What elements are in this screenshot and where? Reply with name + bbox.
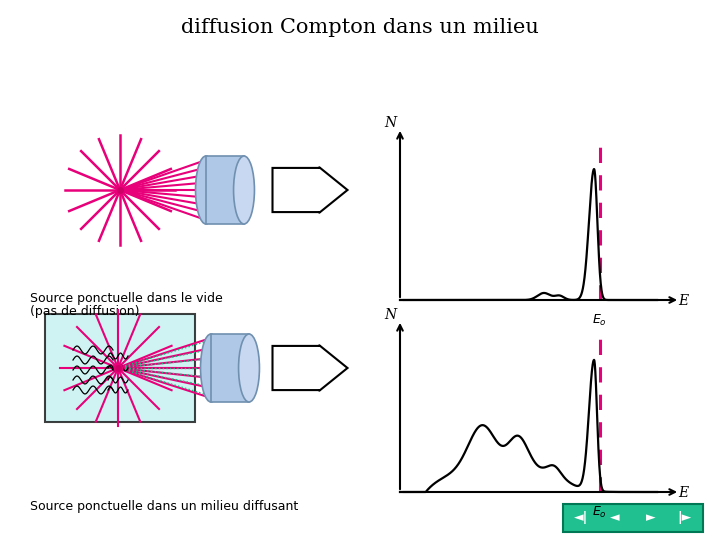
Ellipse shape xyxy=(201,334,222,402)
Bar xyxy=(206,156,244,224)
Text: |►: |► xyxy=(678,511,692,524)
Bar xyxy=(211,334,249,402)
Bar xyxy=(563,504,703,532)
Polygon shape xyxy=(272,167,348,213)
Ellipse shape xyxy=(238,334,259,402)
Polygon shape xyxy=(272,345,348,391)
Bar xyxy=(45,314,195,422)
Text: E: E xyxy=(678,486,688,500)
Text: Source ponctuelle dans le vide: Source ponctuelle dans le vide xyxy=(30,292,222,305)
Text: N: N xyxy=(384,308,396,322)
Ellipse shape xyxy=(196,156,217,224)
Text: N: N xyxy=(384,116,396,130)
Text: E: E xyxy=(678,294,688,308)
Text: $E_o$: $E_o$ xyxy=(592,313,606,328)
Text: (pas de diffusion): (pas de diffusion) xyxy=(30,305,140,318)
Text: ►: ► xyxy=(647,511,656,524)
Ellipse shape xyxy=(233,156,254,224)
Text: ◄|: ◄| xyxy=(574,511,588,524)
Text: ◄: ◄ xyxy=(610,511,620,524)
Text: $E_o$: $E_o$ xyxy=(592,505,606,520)
Text: diffusion Compton dans un milieu: diffusion Compton dans un milieu xyxy=(181,18,539,37)
Text: Source ponctuelle dans un milieu diffusant: Source ponctuelle dans un milieu diffusa… xyxy=(30,500,298,513)
